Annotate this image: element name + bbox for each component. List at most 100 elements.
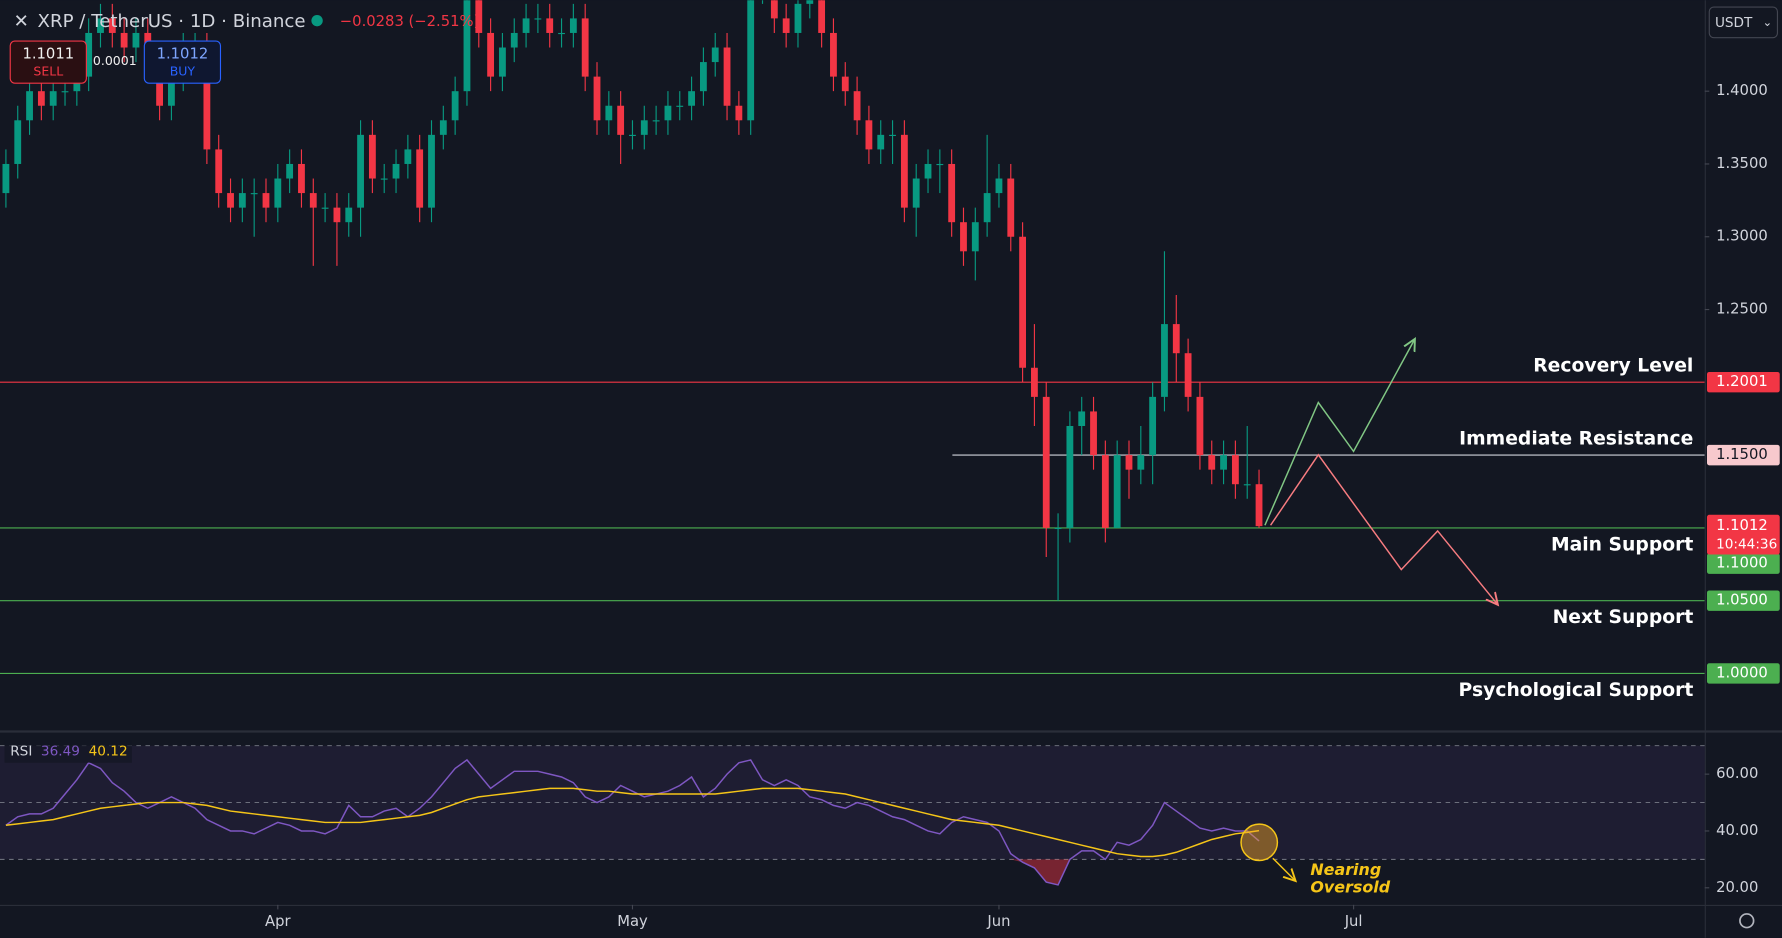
y-tick-label: 1.3500 xyxy=(1716,155,1768,172)
candle-body xyxy=(1101,455,1109,528)
candle-body xyxy=(215,149,223,194)
candle-body xyxy=(912,178,920,208)
candle-body xyxy=(629,134,636,136)
spread: 0.0001 xyxy=(93,53,137,68)
candle-body xyxy=(1078,411,1086,426)
x-tick-label: Jul xyxy=(1344,913,1363,930)
rsi-y-tick-label: 20.00 xyxy=(1716,879,1758,896)
candle-body xyxy=(1125,455,1133,470)
settings-icon[interactable] xyxy=(1739,913,1755,929)
candle-body xyxy=(865,120,873,150)
currency-selector[interactable] xyxy=(1708,6,1779,39)
candle-body xyxy=(1031,367,1038,397)
y-tick-label: 1.4000 xyxy=(1716,82,1768,99)
candle-body xyxy=(1054,527,1062,530)
candle-body xyxy=(1113,455,1121,528)
candle-body xyxy=(439,120,447,135)
candle-body xyxy=(1042,396,1050,528)
candle-body xyxy=(61,91,69,93)
candle-body xyxy=(1243,484,1251,486)
candle-body xyxy=(1208,455,1216,470)
candle-body xyxy=(830,32,837,77)
candle-body xyxy=(132,32,140,48)
candle-body xyxy=(593,76,601,121)
countdown: 10:44:36 xyxy=(1716,536,1777,552)
close-icon[interactable]: ✕ xyxy=(14,11,29,32)
candle-body xyxy=(26,91,33,121)
candle-body xyxy=(1149,396,1157,456)
sell-button[interactable] xyxy=(9,40,87,84)
bearish-scenario xyxy=(1269,453,1498,605)
sell-label: SELL xyxy=(33,63,63,78)
candle-body xyxy=(309,193,317,208)
candle-body xyxy=(97,18,104,33)
bullish-scenario xyxy=(1264,339,1415,526)
candle-body xyxy=(1172,324,1180,354)
candle-body xyxy=(238,193,246,208)
last-price-tag xyxy=(1706,514,1780,555)
candle-body xyxy=(345,207,353,223)
level-tag xyxy=(1706,371,1780,393)
candle-body xyxy=(250,193,258,195)
candle-body xyxy=(960,222,967,252)
candle-body xyxy=(1019,236,1027,368)
candle-body xyxy=(368,134,376,179)
axes: 1.2500 1.3000 1.3500 1.4000 Apr May Jun Jul Reco… xyxy=(265,82,1780,930)
level-tag xyxy=(1706,444,1780,466)
candle-body xyxy=(451,91,459,121)
rsi-y-tick-label: 40.00 xyxy=(1716,822,1758,839)
candle-body xyxy=(416,149,424,208)
candle-body xyxy=(227,193,234,208)
rsi-line xyxy=(5,758,1260,886)
candle-body xyxy=(73,76,81,92)
buy-label: BUY xyxy=(170,63,196,78)
candle-body xyxy=(168,76,175,106)
candle-body xyxy=(806,0,814,4)
level-tag xyxy=(1706,663,1780,684)
last-price: 1.1012 xyxy=(1716,517,1768,534)
level-tag xyxy=(1706,590,1780,611)
currency: USDT xyxy=(1715,15,1753,31)
x-tick-label: Jun xyxy=(986,913,1010,930)
candle-body xyxy=(936,163,944,166)
candle-body xyxy=(652,120,660,122)
sell-price: 1.1011 xyxy=(22,46,74,63)
price-pane xyxy=(0,0,1705,675)
level-tag-label: 1.1000 xyxy=(1716,555,1768,572)
level-tag-label: 1.1500 xyxy=(1716,446,1768,463)
candle-body xyxy=(37,91,45,106)
candle-body xyxy=(404,149,412,164)
candle-body xyxy=(948,163,956,223)
candle-body xyxy=(487,32,495,77)
buy-price: 1.1012 xyxy=(157,46,209,63)
candle-body xyxy=(120,32,128,48)
candle-body xyxy=(321,207,329,209)
candle-body xyxy=(108,18,116,33)
level-tag-label: 1.0000 xyxy=(1716,664,1768,681)
candle-body xyxy=(262,193,270,208)
candle-body xyxy=(971,222,979,252)
candle-body xyxy=(14,120,22,164)
level-name: Next Support xyxy=(1553,607,1694,628)
rsi-y-tick-label: 60.00 xyxy=(1716,765,1758,782)
buy-button[interactable] xyxy=(143,40,222,84)
candle-body xyxy=(475,0,483,33)
level-name: Immediate Resistance xyxy=(1459,429,1693,450)
annotation: Oversold xyxy=(1310,877,1390,896)
candle-body xyxy=(877,134,885,150)
candle-body xyxy=(428,134,435,208)
level-tag xyxy=(1706,553,1780,574)
candle-body xyxy=(274,178,282,208)
candle-body xyxy=(688,91,695,106)
candle-body xyxy=(203,47,211,150)
rsi-ma-value: 40.12 xyxy=(89,743,128,759)
candle-body xyxy=(818,0,826,33)
rsi-ma-line xyxy=(5,787,1260,858)
x-tick-label: Apr xyxy=(265,913,291,930)
rsi-value: 36.49 xyxy=(41,743,80,759)
candle-body xyxy=(1184,353,1192,397)
highlight-circle xyxy=(1240,823,1279,862)
candle-body xyxy=(286,163,294,179)
candle-body xyxy=(156,62,164,106)
